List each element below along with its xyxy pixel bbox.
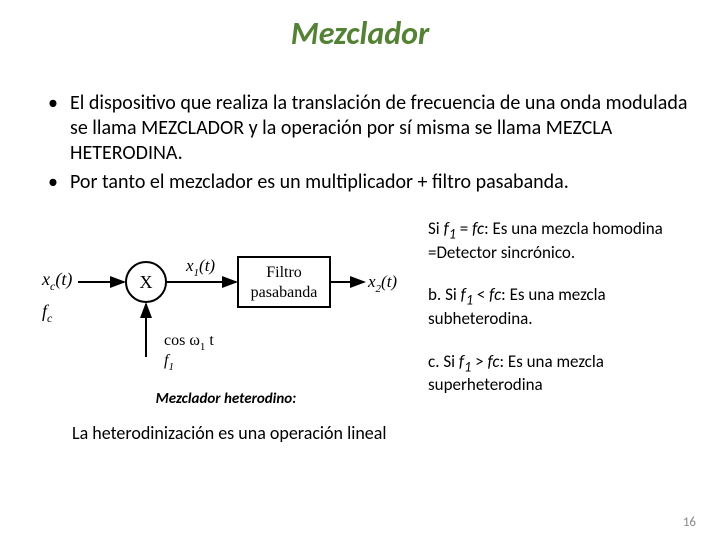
svg-text:f1: f1	[164, 352, 174, 373]
bullet-dot-icon: •	[48, 91, 70, 166]
diagram-caption: Mezclador heterodino:	[36, 382, 416, 408]
condition-c: c. Si f1 > fc: Es una mezcla superhetero…	[428, 352, 700, 396]
svg-text:pasabanda: pasabanda	[251, 284, 318, 301]
bullet-text: Por tanto el mezclador es un multiplicad…	[70, 170, 692, 195]
condition-a: Si f1 = fc: Es una mezcla homodina =Dete…	[428, 219, 700, 263]
svg-text:fc: fc	[42, 301, 53, 325]
svg-text:cos ω1 t: cos ω1 t	[164, 332, 214, 353]
conditions: Si f1 = fc: Es una mezcla homodina =Dete…	[416, 213, 700, 408]
condition-b: b. Si f1 < fc: Es una mezcla subheterodi…	[428, 285, 700, 329]
slide-title: Mezclador	[0, 0, 720, 73]
bullet-item: • Por tanto el mezclador es un multiplic…	[48, 170, 692, 195]
bullet-list: • El dispositivo que realiza la translac…	[0, 73, 720, 207]
bullet-text: El dispositivo que realiza la translació…	[70, 91, 692, 166]
svg-text:x1(t): x1(t)	[185, 256, 215, 279]
svg-text:x2(t): x2(t)	[367, 272, 397, 295]
bullet-item: • El dispositivo que realiza la translac…	[48, 91, 692, 166]
bottom-note: La heterodinización es una operación lin…	[0, 408, 720, 444]
bullet-dot-icon: •	[48, 170, 70, 195]
page-number: 16	[683, 515, 696, 530]
mixer-diagram: xc(t) fc X x1(t) Filtro pasabanda	[36, 213, 416, 382]
svg-text:X: X	[140, 272, 153, 292]
svg-text:xc(t): xc(t)	[41, 269, 72, 293]
svg-text:Filtro: Filtro	[266, 264, 302, 281]
